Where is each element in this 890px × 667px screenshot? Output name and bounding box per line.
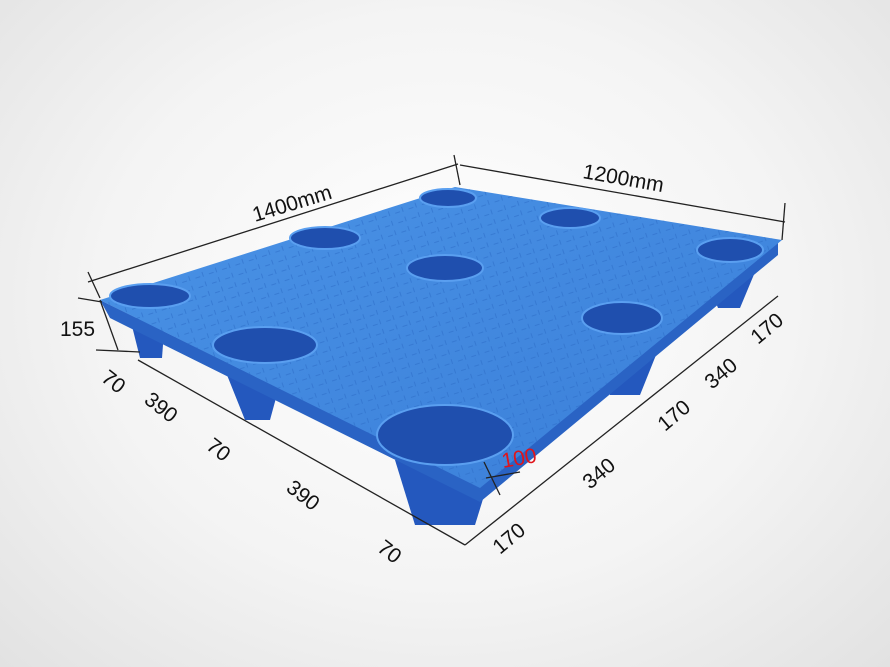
length-segment: 70: [373, 536, 406, 569]
dimension-length: 1400mm: [250, 181, 335, 227]
pallet-side: [100, 240, 778, 502]
width-segment: 170: [488, 519, 530, 559]
length-segment: 390: [140, 388, 182, 428]
dimension-width: 1200mm: [581, 160, 665, 197]
dimension-lines: [77, 154, 786, 546]
dimension-foot-height: 100: [500, 444, 539, 473]
pallet-holes: [109, 188, 764, 466]
width-segment: 170: [653, 396, 695, 436]
length-segment: 70: [202, 434, 235, 467]
pallet-top: [100, 187, 782, 488]
width-segment: 170: [746, 309, 788, 349]
length-segment: 390: [282, 476, 324, 516]
width-segment: 340: [700, 354, 742, 394]
length-segment: 70: [97, 366, 130, 399]
width-segment: 340: [578, 454, 620, 494]
dimension-height: 155: [60, 318, 95, 341]
